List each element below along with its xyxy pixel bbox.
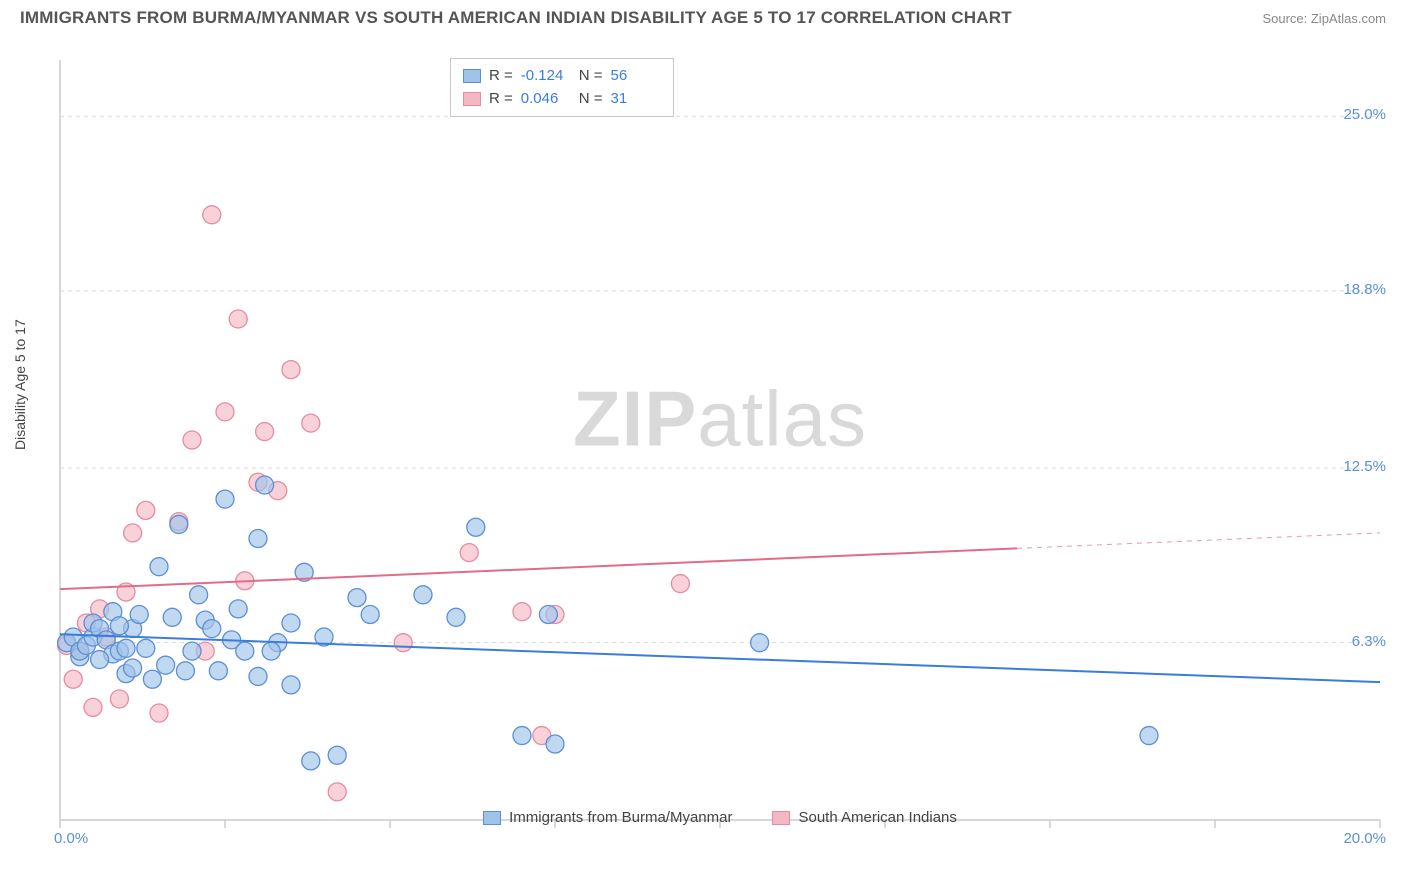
legend-swatch	[772, 811, 790, 825]
stat-n-label: N =	[579, 88, 603, 111]
scatter-plot	[50, 40, 1390, 830]
bottom-legend: Immigrants from Burma/Myanmar South Ameri…	[50, 809, 1390, 826]
y-axis-label: Disability Age 5 to 17	[12, 319, 28, 450]
y-tick-label: 12.5%	[1343, 458, 1386, 475]
series-swatch	[463, 69, 481, 83]
stat-n-value: 31	[611, 88, 661, 111]
stat-n-label: N =	[579, 65, 603, 88]
legend-swatch	[483, 811, 501, 825]
legend-item: Immigrants from Burma/Myanmar	[483, 809, 732, 826]
stat-r-label: R =	[489, 65, 513, 88]
legend-label: Immigrants from Burma/Myanmar	[509, 809, 732, 826]
y-tick-label: 6.3%	[1352, 633, 1386, 650]
header: IMMIGRANTS FROM BURMA/MYANMAR VS SOUTH A…	[0, 0, 1406, 32]
stat-r-value: 0.046	[521, 88, 571, 111]
x-tick-label: 0.0%	[54, 830, 88, 847]
stats-row: R = 0.046 N = 31	[463, 88, 661, 111]
y-tick-label: 18.8%	[1343, 281, 1386, 298]
stats-row: R = -0.124 N = 56	[463, 65, 661, 88]
x-tick-label: 20.0%	[1343, 830, 1386, 847]
legend-label: South American Indians	[798, 809, 956, 826]
stat-r-label: R =	[489, 88, 513, 111]
y-tick-label: 25.0%	[1343, 106, 1386, 123]
legend-item: South American Indians	[772, 809, 956, 826]
stat-n-value: 56	[611, 65, 661, 88]
chart-area: ZIPatlas R =-0.124N =56R =0.046N =31 6.3…	[50, 40, 1390, 830]
source-attribution: Source: ZipAtlas.com	[1262, 11, 1386, 26]
stats-legend-box: R = -0.124 N = 56 R = 0.046 N = 31	[450, 58, 674, 117]
series-swatch	[463, 92, 481, 106]
stat-r-value: -0.124	[521, 65, 571, 88]
chart-title: IMMIGRANTS FROM BURMA/MYANMAR VS SOUTH A…	[20, 8, 1012, 28]
